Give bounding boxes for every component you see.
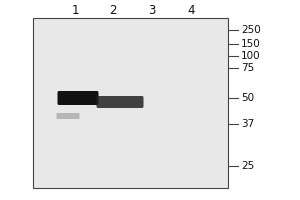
Text: 50: 50 (241, 93, 254, 103)
Text: 100: 100 (241, 51, 261, 61)
FancyBboxPatch shape (56, 113, 80, 119)
Text: 37: 37 (241, 119, 254, 129)
Text: 150: 150 (241, 39, 261, 49)
Bar (33, 18, 228, 188)
Text: 75: 75 (241, 63, 254, 73)
Text: 1: 1 (71, 3, 79, 17)
Text: 4: 4 (187, 3, 195, 17)
Text: 2: 2 (109, 3, 117, 17)
Text: 250: 250 (241, 25, 261, 35)
FancyBboxPatch shape (58, 91, 98, 105)
Text: 3: 3 (148, 3, 156, 17)
FancyBboxPatch shape (97, 96, 143, 108)
Text: 25: 25 (241, 161, 254, 171)
